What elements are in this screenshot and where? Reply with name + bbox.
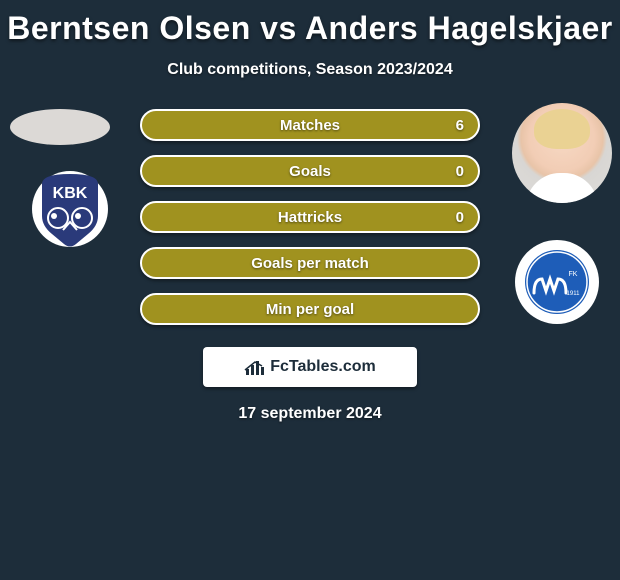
stat-label: Matches [280, 117, 340, 134]
stat-value: 0 [456, 163, 464, 180]
stat-bar-goals-per-match: Goals per match [140, 247, 480, 279]
svg-text:1911: 1911 [567, 291, 581, 297]
molde-badge-icon: FK 1911 [514, 239, 600, 325]
stat-bar-goals: Goals 0 [140, 155, 480, 187]
club-right-badge: FK 1911 [514, 239, 600, 330]
player-right-avatar [512, 103, 612, 203]
watermark-box: FcTables.com [203, 347, 417, 387]
stat-label: Goals [289, 163, 331, 180]
player-left-avatar [10, 109, 110, 145]
stat-bar-matches: Matches 6 [140, 109, 480, 141]
stat-bar-min-per-goal: Min per goal [140, 293, 480, 325]
stat-label: Min per goal [266, 301, 354, 318]
subtitle: Club competitions, Season 2023/2024 [0, 61, 620, 79]
stat-label: Goals per match [251, 255, 369, 272]
page-title: Berntsen Olsen vs Anders Hagelskjaer [0, 0, 620, 47]
content-area: KBK FK 1911 Matches 6 [0, 109, 620, 423]
svg-text:FK: FK [569, 271, 578, 278]
watermark-text: FcTables.com [270, 358, 376, 376]
club-left-badge: KBK [30, 164, 110, 259]
stat-label: Hattricks [278, 209, 342, 226]
svg-text:KBK: KBK [53, 185, 88, 202]
kbk-badge-icon: KBK [30, 164, 110, 254]
date-text: 17 september 2024 [0, 405, 620, 423]
stat-bars: Matches 6 Goals 0 Hattricks 0 Goals per … [140, 109, 480, 325]
stat-value: 0 [456, 209, 464, 226]
comparison-infographic: Berntsen Olsen vs Anders Hagelskjaer Clu… [0, 0, 620, 423]
stat-bar-hattricks: Hattricks 0 [140, 201, 480, 233]
bar-chart-icon [244, 357, 266, 377]
stat-value: 6 [456, 117, 464, 134]
